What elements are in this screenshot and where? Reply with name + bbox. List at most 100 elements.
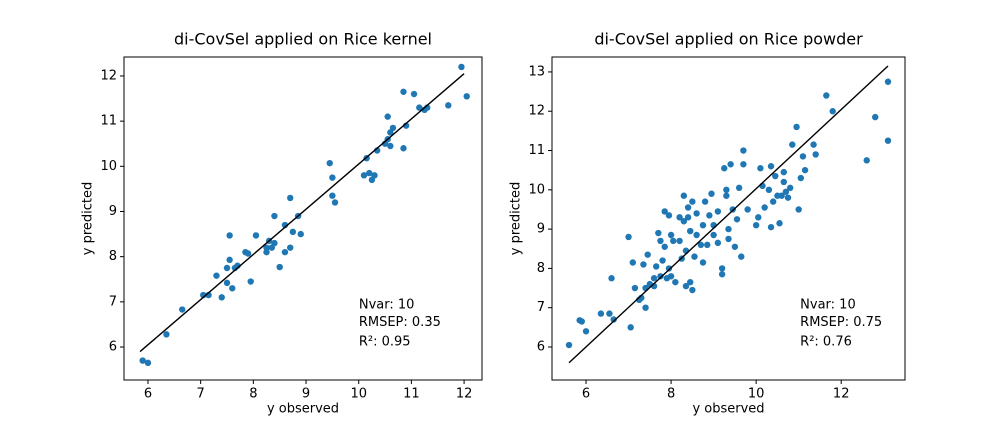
point: [680, 218, 688, 225]
y-tick-label: 12: [100, 68, 117, 83]
point: [297, 230, 304, 238]
point: [252, 232, 260, 239]
point: [780, 178, 787, 186]
point: [691, 253, 698, 260]
annotation: Nvar: 10: [800, 298, 856, 313]
point: [631, 284, 639, 292]
point: [767, 163, 775, 170]
x-tick-label: 6: [144, 387, 152, 402]
point: [627, 324, 634, 331]
point: [144, 359, 152, 367]
point: [687, 278, 694, 286]
x-tick-label: 11: [403, 387, 420, 402]
point: [655, 229, 662, 237]
point: [784, 194, 792, 201]
annotation: RMSEP: 0.75: [800, 315, 882, 330]
point: [723, 186, 730, 194]
subplot: di-CovSel applied on Rice kernel 6 7 8 9 10 11…: [81, 30, 483, 417]
point: [884, 78, 892, 85]
point: [810, 141, 817, 148]
point: [721, 165, 728, 172]
point: [767, 223, 775, 231]
point: [680, 192, 688, 199]
point: [223, 279, 231, 287]
point: [710, 231, 717, 239]
point: [582, 328, 590, 335]
x-tick-label: 12: [833, 387, 850, 402]
point: [226, 256, 233, 264]
point: [263, 244, 270, 251]
point: [608, 275, 615, 282]
point: [682, 247, 690, 254]
point: [139, 357, 146, 364]
point: [780, 168, 787, 176]
point: [733, 216, 741, 223]
annotation: R²: 0.76: [800, 335, 852, 350]
point: [701, 198, 709, 205]
y-axis-label: y predicted: [81, 182, 96, 256]
point: [606, 310, 613, 317]
point: [761, 204, 768, 211]
annotation: RMSEP: 0.35: [359, 315, 441, 330]
point: [706, 212, 713, 219]
point: [276, 263, 283, 271]
point: [287, 244, 294, 251]
point: [625, 233, 632, 241]
point: [718, 265, 726, 272]
point: [329, 174, 336, 181]
point: [244, 250, 252, 257]
point: [670, 237, 677, 245]
point: [410, 90, 418, 98]
point: [226, 232, 233, 239]
point: [661, 208, 668, 215]
point: [597, 310, 605, 317]
point: [667, 231, 675, 239]
point: [786, 184, 794, 192]
point: [281, 248, 289, 256]
x-tick-label: 8: [667, 387, 675, 402]
point: [823, 92, 830, 99]
y-tick-label: 10: [528, 182, 545, 197]
point: [578, 318, 585, 325]
x-tick-label: 10: [748, 387, 765, 402]
point: [565, 341, 573, 349]
point: [213, 272, 220, 279]
y-tick-label: 12: [528, 104, 545, 119]
point: [735, 184, 743, 192]
point: [727, 161, 734, 168]
point: [657, 273, 664, 280]
point: [782, 188, 790, 195]
point: [629, 259, 637, 266]
y-tick-label: 11: [100, 114, 117, 129]
point: [697, 241, 705, 249]
point: [757, 165, 764, 172]
point: [400, 88, 407, 95]
y-tick-label: 7: [537, 300, 545, 315]
point: [384, 113, 391, 120]
x-axis-label: y observed: [692, 402, 764, 417]
point: [263, 248, 270, 256]
y-tick-label: 13: [528, 64, 545, 79]
y-tick-label: 6: [537, 339, 545, 354]
point: [687, 227, 694, 235]
x-tick-label: 10: [350, 387, 367, 402]
point: [389, 124, 397, 132]
point: [718, 271, 726, 278]
point: [360, 172, 368, 179]
point: [642, 304, 649, 311]
point: [326, 159, 333, 167]
point: [223, 264, 231, 272]
y-tick-label: 8: [109, 249, 117, 264]
x-axis-label: y observed: [267, 402, 339, 417]
point: [725, 235, 732, 243]
point: [884, 137, 892, 144]
point: [644, 251, 651, 258]
point: [693, 210, 700, 217]
point: [704, 241, 711, 249]
point: [163, 331, 170, 338]
fit-line: [568, 65, 889, 364]
point: [872, 113, 879, 121]
plot-frame: [123, 56, 483, 381]
point: [797, 174, 805, 182]
point: [699, 221, 707, 229]
